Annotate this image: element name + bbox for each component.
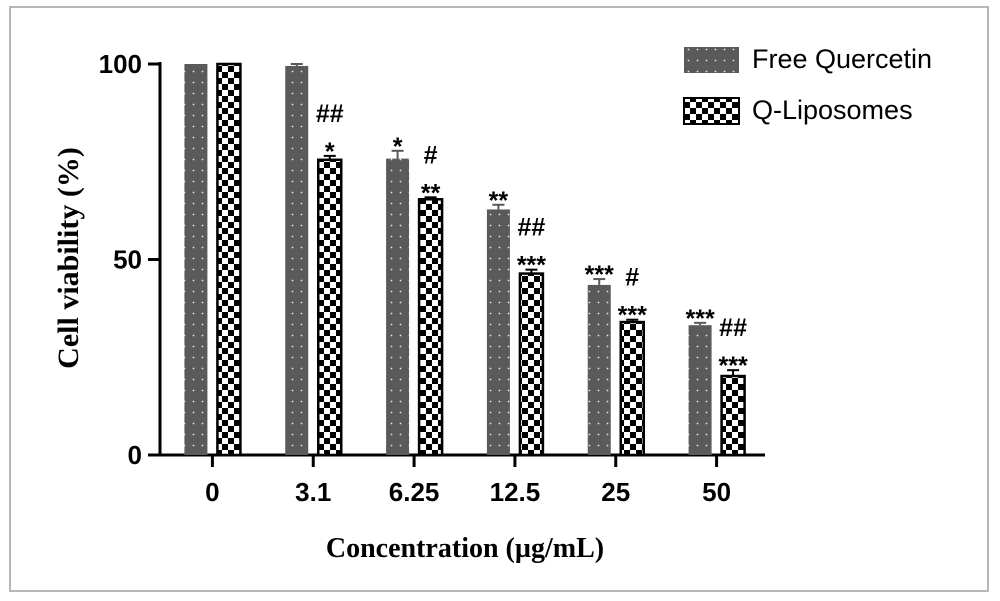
bar-free-quercetin-6.25 <box>386 158 410 455</box>
x-tick-label: 50 <box>702 477 731 507</box>
significance-label: *** <box>718 352 747 380</box>
x-tick-label: 3.1 <box>295 477 331 507</box>
significance-label: * <box>325 138 335 166</box>
bar-q-liposomes-6.25 <box>417 198 444 457</box>
y-tick-label: 50 <box>113 245 142 275</box>
axes <box>158 62 765 457</box>
bar-free-quercetin-25 <box>587 284 611 455</box>
x-ticks: 0 3.1 6.25 12.5 25 50 <box>205 455 731 507</box>
x-tick-label: 6.25 <box>389 477 440 507</box>
bars <box>184 62 746 457</box>
significance-label: ** <box>421 179 441 207</box>
significance-label: *** <box>585 261 614 289</box>
bar-free-quercetin-3.1 <box>285 65 309 455</box>
x-tick-label: 25 <box>601 477 630 507</box>
x-tick-label: 12.5 <box>490 477 541 507</box>
legend-swatch-free-quercetin <box>684 47 739 73</box>
significance-markers: *##***#*****##******#******## <box>316 100 748 380</box>
significance-label: *** <box>685 305 714 333</box>
y-ticks: 0 50 100 <box>99 49 160 470</box>
legend-label-free-quercetin: Free Quercetin <box>752 44 932 74</box>
bar-q-liposomes-0 <box>216 62 242 457</box>
x-axis-label: Concentration (µg/mL) <box>326 533 604 564</box>
legend-swatch-q-liposomes <box>683 97 740 125</box>
x-tick-label: 0 <box>205 477 219 507</box>
bar-q-liposomes-3.1 <box>317 158 343 457</box>
significance-label: *** <box>618 302 647 330</box>
significance-label: ## <box>316 100 344 128</box>
significance-label: ## <box>719 314 747 342</box>
bar-q-liposomes-25 <box>619 320 645 457</box>
y-tick-label: 0 <box>128 440 142 470</box>
significance-label: # <box>424 141 438 169</box>
bar-q-liposomes-50 <box>720 374 746 457</box>
significance-label: # <box>625 264 639 292</box>
significance-label: ## <box>518 214 546 242</box>
significance-label: * <box>393 133 403 161</box>
legend: Free Quercetin Q-Liposomes <box>683 44 932 125</box>
bar-free-quercetin-50 <box>688 325 712 455</box>
bar-free-quercetin-0 <box>184 64 208 455</box>
significance-label: ** <box>489 187 509 215</box>
y-tick-label: 100 <box>99 49 142 79</box>
legend-label-q-liposomes: Q-Liposomes <box>752 95 913 125</box>
bar-free-quercetin-12.5 <box>486 209 510 455</box>
bar-q-liposomes-12.5 <box>518 272 545 457</box>
significance-label: *** <box>517 252 546 280</box>
y-axis-label: Cell viability (%) <box>52 147 85 369</box>
